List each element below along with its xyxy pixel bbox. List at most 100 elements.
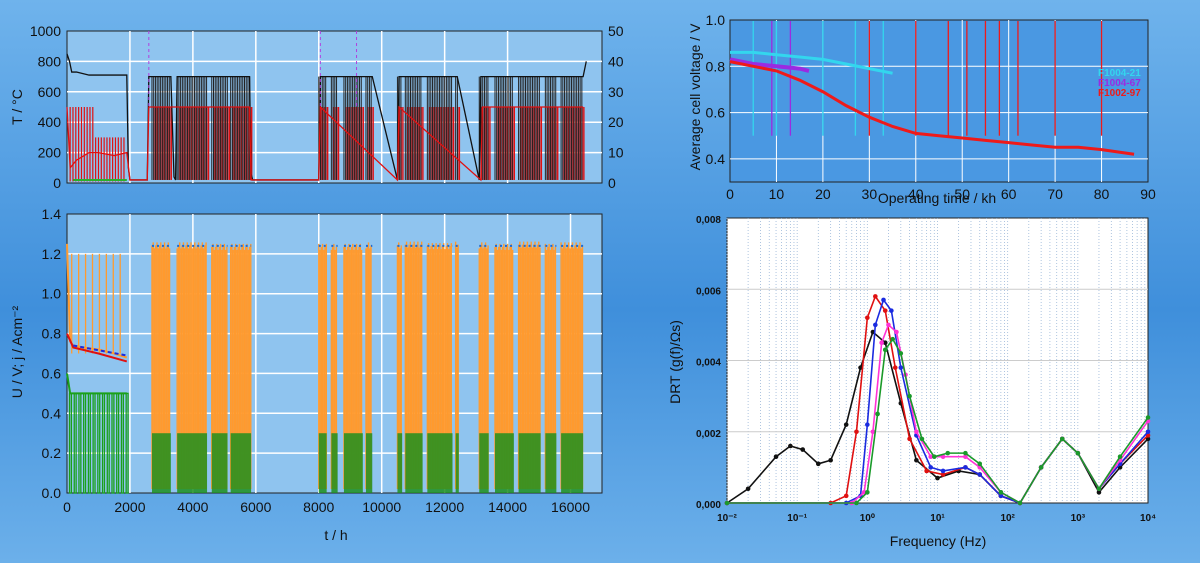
drt-data-point [1038,465,1044,470]
drt-data-point [919,436,925,442]
y-tick-label: 0.4 [706,151,726,167]
current-block [211,433,228,493]
drt-data-point [724,500,730,506]
drt-data-point [898,365,904,370]
drt-data-point [1117,454,1123,459]
y-tick-label: 0,002 [696,429,721,440]
drt-data-point [931,454,937,459]
x-tick-label: 0 [726,186,734,202]
y-tick-label: 0.6 [706,105,726,121]
current-block [343,433,363,493]
current-block [397,433,403,493]
x-tick-label: 30 [862,186,878,202]
x-tick-label: 14000 [488,499,527,515]
drt-data-point [875,411,880,417]
drt-data-point [879,340,884,345]
x-tick-label: 10 [769,186,785,202]
drt-data-point [940,468,946,474]
x-tick-label: 8000 [303,499,334,515]
drt-data-point [977,461,983,467]
current-block [561,433,584,493]
drt-panel: 0,000 0,002 0,004 0,006 0,008 10⁻² 10⁻¹ 10⁰ 10¹ 1… [696,215,1156,524]
x-tick-label: 70 [1047,186,1063,202]
current-block [365,433,373,493]
y-tick-label: 200 [38,145,62,161]
current-block [479,433,489,493]
y-tick-label: 0.4 [42,405,62,421]
y2-tick-label: 10 [608,145,624,161]
x-tick-label: 10⁻² [717,513,737,524]
drt-data-point [892,365,898,370]
drt-data-point [977,472,983,477]
current-block [545,433,557,493]
frequency-x-label: Frequency (Hz) [890,533,986,549]
x-tick-label: 10000 [362,499,401,515]
temperature-panel: 0 200 400 600 800 1000 0 10 20 30 40 50 [30,23,624,191]
drt-data-point [963,450,968,456]
drt-data-point [854,500,859,506]
temperature-series-line [66,53,587,181]
legend-item-f1004-67: F1004-67 [1098,78,1141,89]
drt-data-point [1075,450,1081,456]
voltage-series-line [66,373,127,395]
x-tick-label: 20 [815,186,831,202]
x-tick-label: 90 [1140,186,1156,202]
y-tick-label: 0,008 [696,215,721,226]
drt-data-point [898,351,904,356]
y2-tick-label: 30 [608,84,624,100]
x-tick-label: 50 [954,186,970,202]
drt-data-point [870,429,876,435]
y-tick-label: 1.0 [706,12,726,28]
drt-data-point [935,475,940,481]
current-block [151,433,171,493]
drt-data-point [998,493,1004,499]
x-tick-label: 0 [63,499,71,515]
drt-data-point [873,294,878,299]
current-block [495,433,514,493]
drt-data-point [882,347,888,353]
y-tick-label: 600 [38,84,62,100]
y-tick-label: 800 [38,53,62,69]
x-tick-label: 12000 [425,499,464,515]
current-block [177,433,208,493]
drt-data-point [940,454,946,459]
drt-data-point [1096,486,1102,492]
drt-data-point [928,465,934,470]
drt-data-point [815,461,821,467]
current-block [331,433,338,493]
drt-data-point [907,436,912,442]
legend-item-f1002-97: F1002-97 [1098,88,1141,99]
drt-data-point [914,457,919,463]
drt-data-point [940,472,946,477]
drt-data-point [998,490,1004,495]
operating-time-x-label: Operating time / kh [878,190,996,206]
cell-voltage-series-line [729,57,810,73]
temperature-series-line [66,105,584,182]
y-tick-label: 1.2 [42,246,62,262]
drt-data-point [963,454,968,459]
y-tick-label: 0.6 [42,365,62,381]
drt-data-point [828,457,833,463]
x-tick-label: 2000 [114,499,145,515]
drt-data-point [1096,490,1102,495]
current-block [230,433,252,493]
voltage-series-line [73,344,127,357]
drt-data-point [800,447,806,452]
drt-data-point [865,490,870,495]
drt-data-point [1145,436,1151,442]
legend-item-f1004-21: F1004-21 [1098,68,1141,79]
y-tick-label: 0,000 [696,500,721,511]
cell-voltage-series-line [729,60,1135,156]
x-tick-label: 80 [1094,186,1110,202]
drt-data-point [881,297,886,303]
drt-data-point [788,443,793,449]
x-tick-label: 6000 [240,499,271,515]
y-tick-label: 1.0 [42,286,62,302]
drt-data-point [854,429,859,435]
x-tick-label: 40 [908,186,924,202]
y-tick-label: 0,006 [696,286,721,297]
y2-tick-label: 40 [608,53,624,69]
drt-y-label: DRT (g(f)/Ωs) [667,320,683,404]
x-tick-label: 10¹ [930,513,945,524]
y-tick-label: 0.8 [706,58,726,74]
